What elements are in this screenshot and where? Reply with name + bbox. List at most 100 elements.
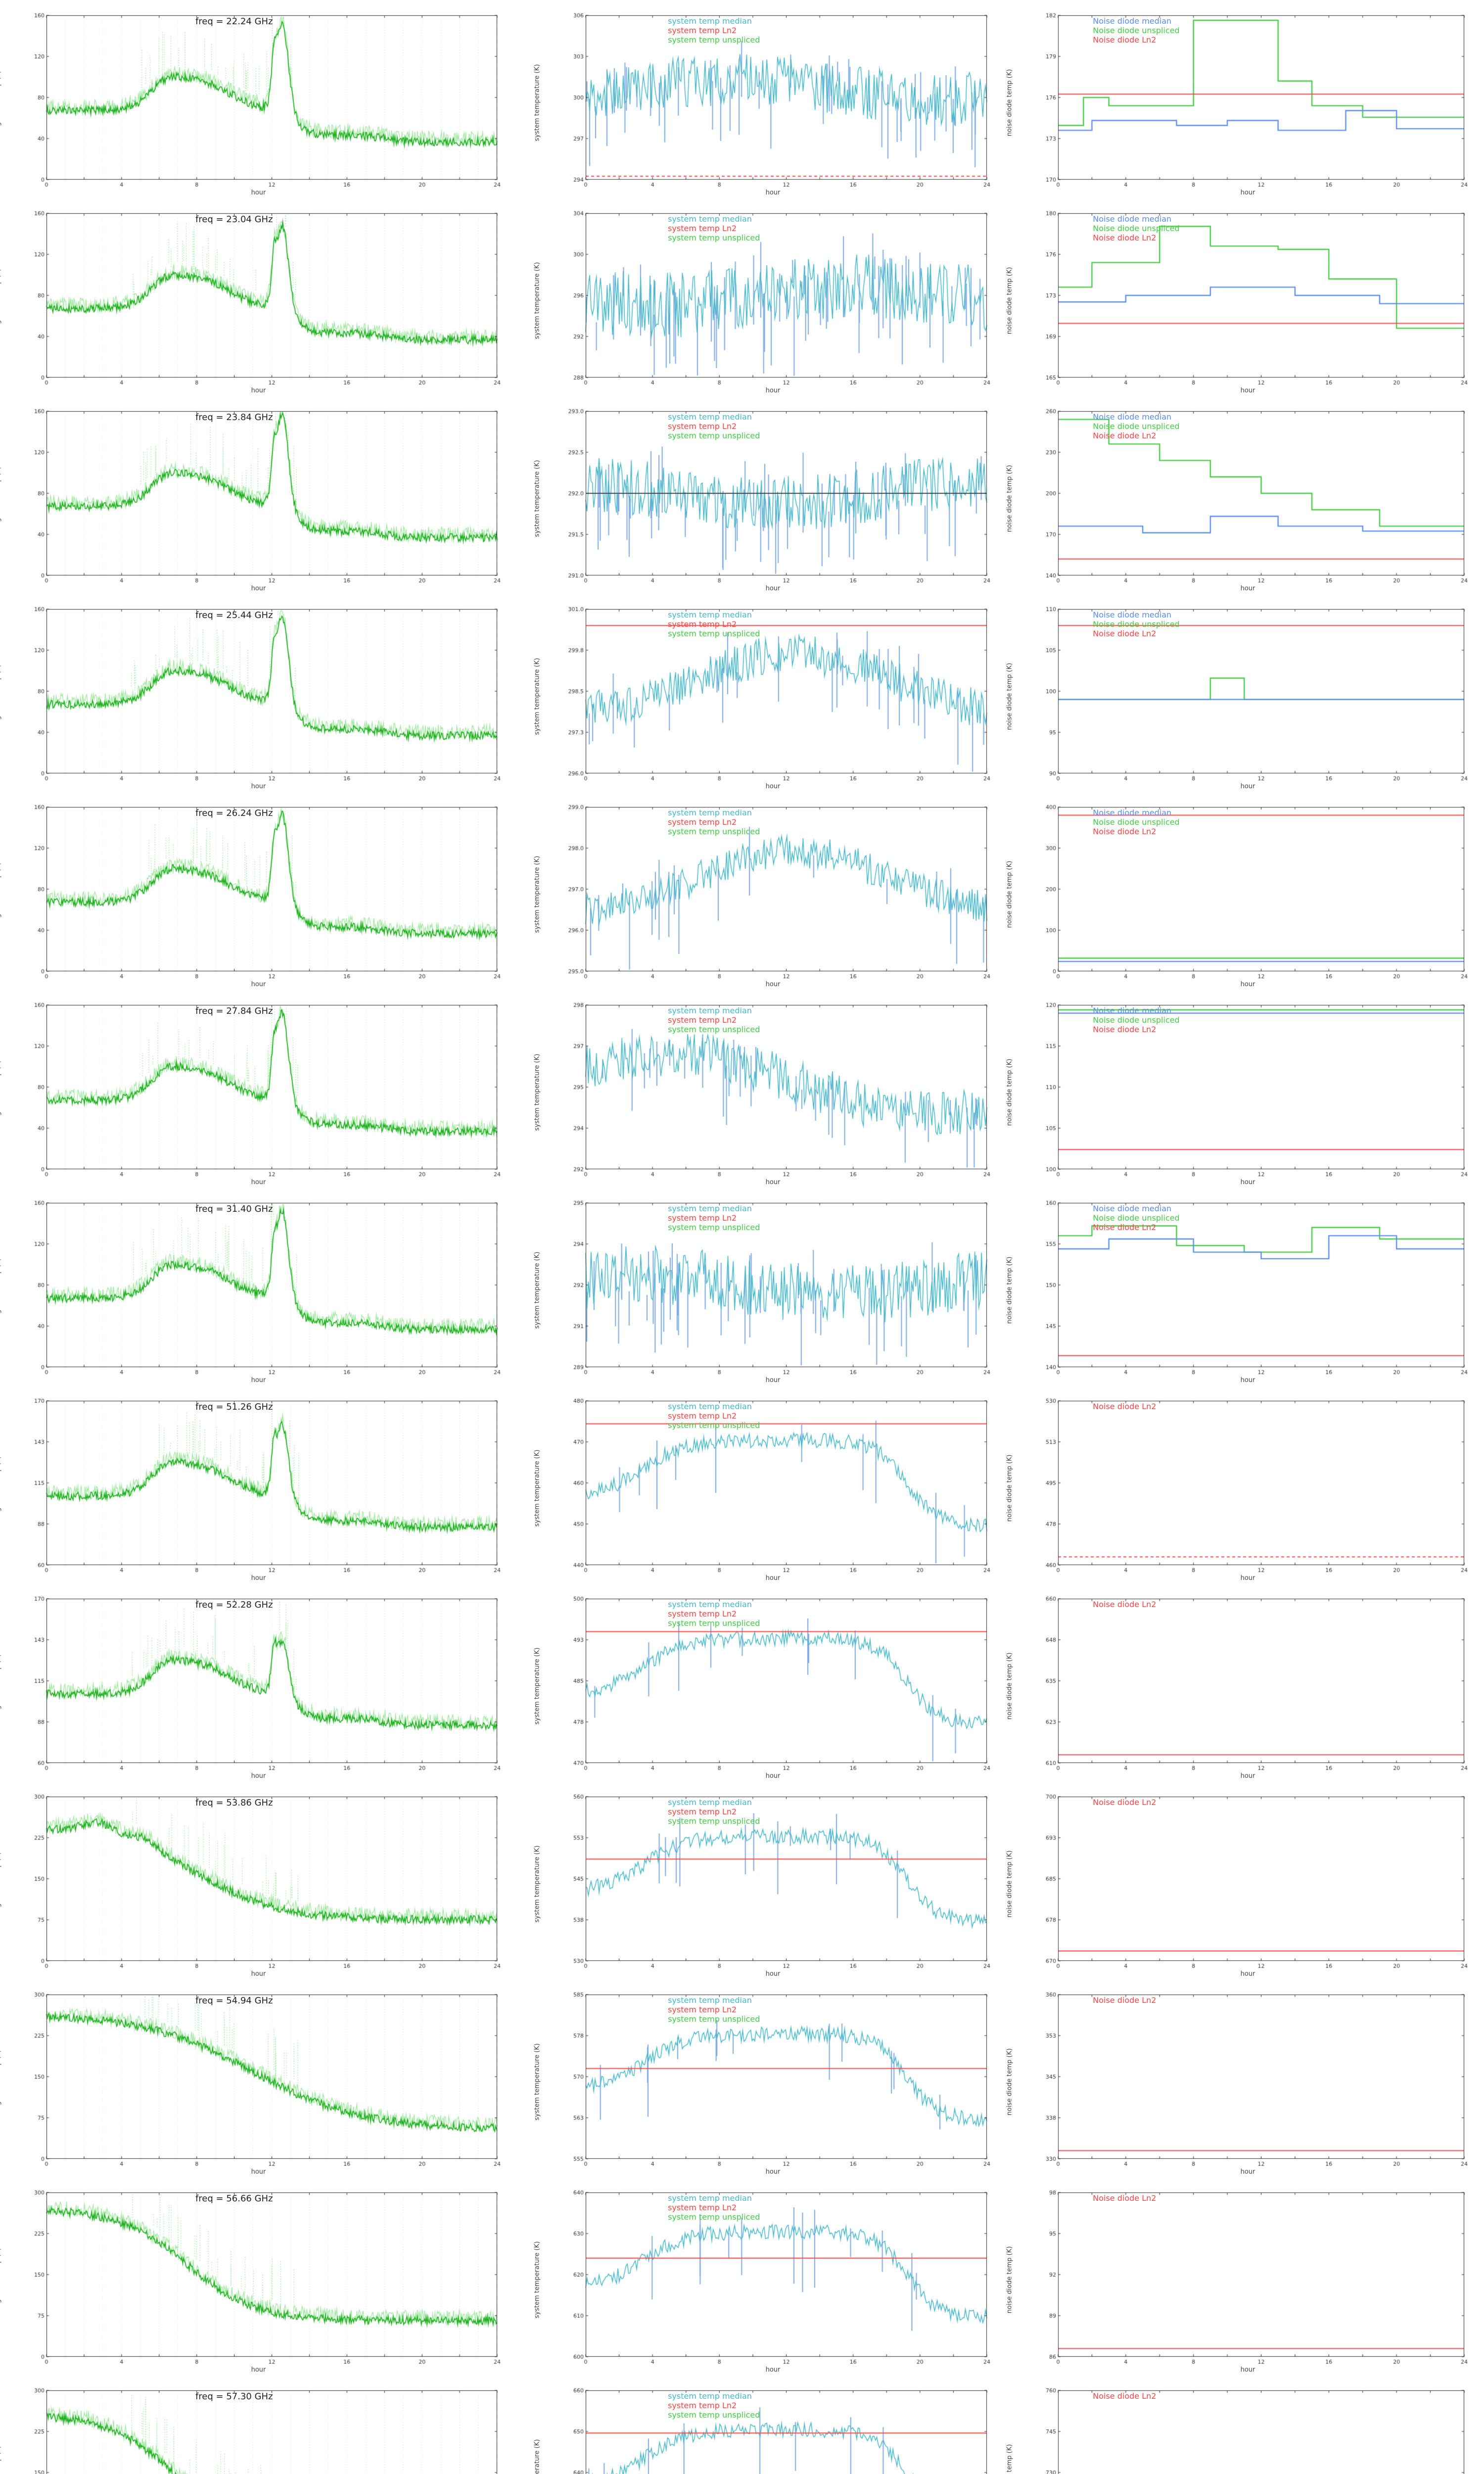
x-axis-label: hour — [765, 2366, 781, 2374]
noise-diode-canvas — [1026, 1981, 1469, 2176]
y-axis-label: system temperature (K) — [533, 262, 541, 339]
noise-diode-panel: noise diode temp (K) hour Noise diode medi… — [1006, 397, 1469, 592]
x-axis-label: hour — [251, 585, 266, 592]
freq-title: freq = 23.84 GHz — [195, 412, 273, 423]
legend-entry: Noise diode unspliced — [1093, 817, 1180, 827]
x-axis-label: hour — [251, 981, 266, 988]
system-temp-panel: system temperature (K) hour system temp me… — [534, 793, 992, 988]
legend-entry: system temp unspliced — [668, 629, 760, 638]
x-axis-label: hour — [251, 1179, 266, 1186]
spectrum-panel: brightness temp (K) hour freq = 22.24 GHz — [0, 1, 502, 196]
noise-diode-canvas — [1026, 2377, 1469, 2474]
system-temp-canvas — [554, 1783, 992, 1978]
legend-entry: system temp Ln2 — [668, 1609, 737, 1618]
y-axis-label: system temperature (K) — [533, 2043, 541, 2121]
legend-entry: system temp unspliced — [668, 233, 760, 242]
y-axis-label: brightness temp (K) — [0, 1852, 2, 1916]
y-axis-label: noise diode temp (K) — [1006, 1058, 1014, 1126]
system-temp-canvas — [554, 595, 992, 790]
x-axis-label: hour — [1240, 189, 1255, 196]
y-axis-label: noise diode temp (K) — [1006, 1652, 1014, 1720]
spectrum-panel: brightness temp (K) hour freq = 54.94 GHz — [0, 1981, 502, 2176]
plot-row: brightness temp (K) hour freq = 26.24 GHz s… — [0, 792, 1484, 990]
legend: Noise diode median Noise diode unspliced N… — [1093, 214, 1179, 242]
x-axis-label: hour — [1240, 1574, 1255, 1582]
x-axis-label: hour — [765, 189, 781, 196]
x-axis-label: hour — [765, 387, 781, 394]
legend: Noise diode Ln2 — [1093, 2193, 1156, 2203]
y-axis-label: system temperature (K) — [533, 658, 541, 735]
legend-entry: Noise diode median — [1093, 214, 1172, 224]
legend: system temp median system temp Ln2 system … — [668, 214, 760, 242]
system-temp-canvas — [554, 1387, 992, 1582]
system-temp-canvas — [554, 793, 992, 988]
legend: system temp median system temp Ln2 system … — [668, 2193, 760, 2222]
system-temp-canvas — [554, 1, 992, 196]
legend: system temp median system temp Ln2 system … — [668, 412, 760, 440]
x-axis-label: hour — [1240, 1970, 1255, 1978]
legend-entry: Noise diode Ln2 — [1093, 233, 1157, 242]
x-axis-label: hour — [251, 189, 266, 196]
x-axis-label: hour — [765, 1772, 781, 1780]
noise-diode-canvas — [1026, 793, 1469, 988]
x-axis-label: hour — [1240, 2366, 1255, 2374]
system-temp-panel: system temperature (K) hour system temp me… — [534, 1585, 992, 1780]
y-axis-label: noise diode temp (K) — [1006, 2246, 1014, 2314]
legend-entry: system temp unspliced — [668, 827, 760, 836]
y-axis-label: brightness temp (K) — [0, 2424, 2, 2474]
legend: Noise diode Ln2 — [1093, 1600, 1156, 1609]
spectrum-canvas — [15, 2179, 502, 2374]
freq-title: freq = 25.44 GHz — [195, 610, 273, 620]
system-temp-canvas — [554, 1981, 992, 2176]
freq-title: freq = 31.40 GHz — [195, 1204, 273, 1214]
legend-entry: system temp median — [668, 214, 752, 224]
y-axis-label: noise diode temp (K) — [1006, 2424, 1014, 2474]
plot-row: brightness temp (K) hour freq = 23.04 GHz s… — [0, 198, 1484, 396]
spectrum-panel: brightness temp (K) hour freq = 25.44 GHz — [0, 595, 502, 790]
system-temp-panel: system temperature (K) hour system temp me… — [534, 1387, 992, 1582]
x-axis-label: hour — [765, 1179, 781, 1186]
noise-diode-panel: noise diode temp (K) hour Noise diode Ln2 — [1006, 1585, 1469, 1780]
legend-entry: Noise diode Ln2 — [1093, 2193, 1157, 2203]
legend-entry: system temp unspliced — [668, 1816, 760, 1826]
y-axis-label: noise diode temp (K) — [1006, 1454, 1014, 1522]
y-axis-label: brightness temp (K) — [0, 1654, 2, 1718]
spectrum-canvas — [15, 397, 502, 592]
legend-entry: system temp unspliced — [668, 1223, 760, 1232]
noise-diode-panel: noise diode temp (K) hour Noise diode Ln2 — [1006, 2179, 1469, 2374]
x-axis-label: hour — [765, 981, 781, 988]
y-axis-label: system temperature (K) — [533, 1845, 541, 1923]
plot-row: brightness temp (K) hour freq = 31.40 GHz s… — [0, 1188, 1484, 1385]
freq-title: freq = 54.94 GHz — [195, 1996, 273, 2006]
legend-entry: system temp unspliced — [668, 1421, 760, 1430]
y-axis-label: noise diode temp (K) — [1006, 663, 1014, 730]
legend-entry: system temp Ln2 — [668, 26, 737, 35]
system-temp-canvas — [554, 1189, 992, 1384]
legend-entry: system temp Ln2 — [668, 2005, 737, 2014]
x-axis-label: hour — [1240, 585, 1255, 592]
system-temp-canvas — [554, 2377, 992, 2474]
system-temp-panel: system temperature (K) hour system temp me… — [534, 1189, 992, 1384]
legend: Noise diode median Noise diode unspliced N… — [1093, 412, 1179, 440]
legend-entry: system temp Ln2 — [668, 619, 737, 629]
system-temp-panel: system temperature (K) hour system temp me… — [534, 2179, 992, 2374]
spectrum-canvas — [15, 595, 502, 790]
legend: system temp median system temp Ln2 system … — [668, 1006, 760, 1034]
y-axis-label: noise diode temp (K) — [1006, 465, 1014, 532]
y-axis-label: brightness temp (K) — [0, 664, 2, 729]
legend: system temp median system temp Ln2 system … — [668, 16, 760, 45]
noise-diode-canvas — [1026, 595, 1469, 790]
system-temp-panel: system temperature (K) hour system temp me… — [534, 199, 992, 394]
spectrum-canvas — [15, 1783, 502, 1978]
y-axis-label: noise diode temp (K) — [1006, 69, 1014, 137]
legend-entry: system temp unspliced — [668, 2014, 760, 2024]
noise-diode-panel: noise diode temp (K) hour Noise diode medi… — [1006, 1, 1469, 196]
x-axis-label: hour — [1240, 1179, 1255, 1186]
spectrum-canvas — [15, 1189, 502, 1384]
x-axis-label: hour — [765, 2168, 781, 2176]
freq-title: freq = 27.84 GHz — [195, 1006, 273, 1016]
legend-entry: system temp Ln2 — [668, 1213, 737, 1223]
system-temp-canvas — [554, 1585, 992, 1780]
